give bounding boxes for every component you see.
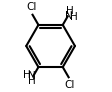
Text: H: H: [66, 6, 73, 16]
Text: N: N: [28, 71, 36, 81]
Text: H: H: [28, 76, 36, 86]
Text: H: H: [70, 12, 78, 22]
Text: Cl: Cl: [26, 2, 37, 13]
Text: Cl: Cl: [64, 79, 75, 90]
Text: N: N: [65, 11, 73, 21]
Text: H: H: [23, 70, 31, 80]
